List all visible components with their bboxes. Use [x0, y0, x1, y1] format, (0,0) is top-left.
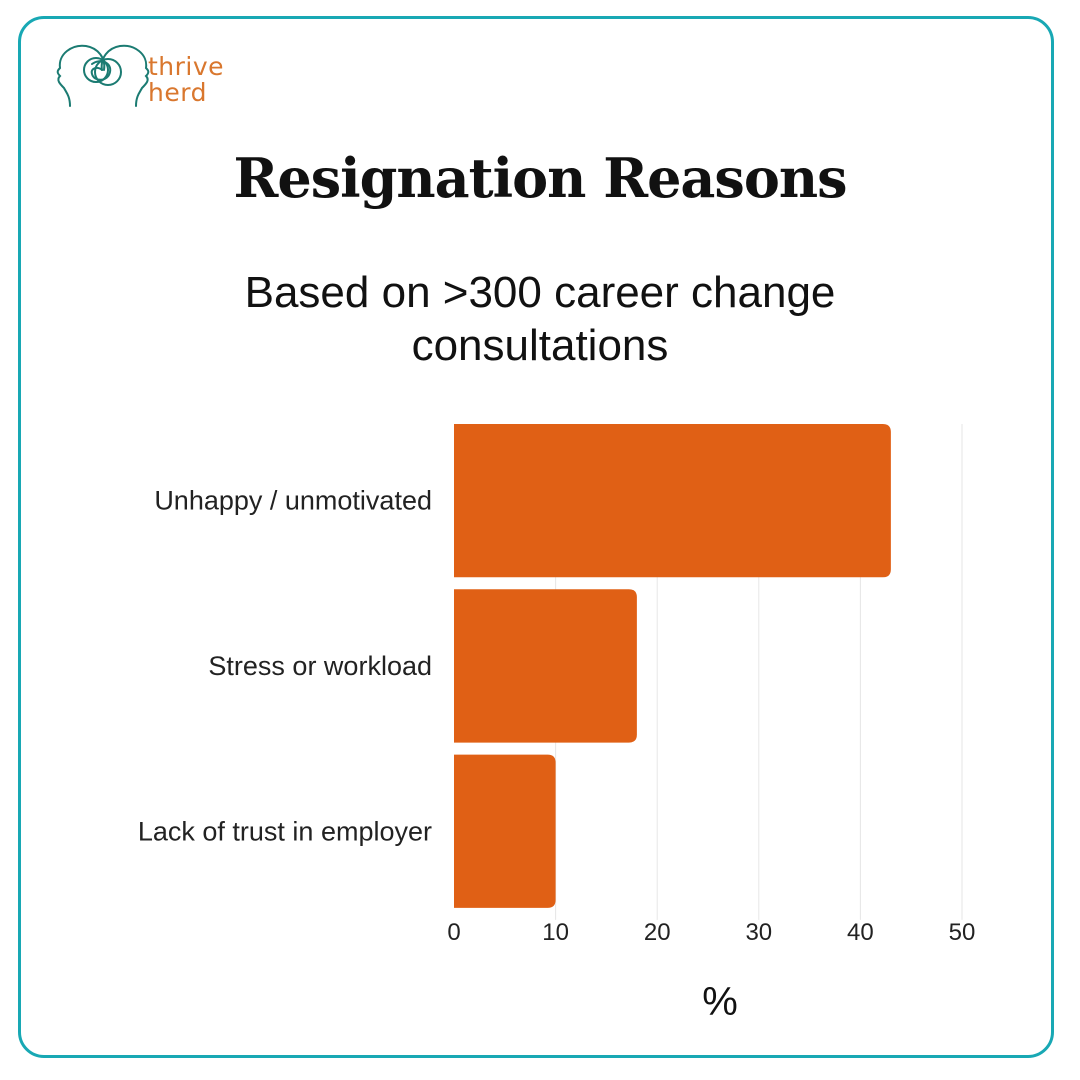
category-label: Unhappy / unmotivated	[154, 486, 432, 516]
bar	[454, 589, 637, 743]
x-tick-label: 10	[542, 919, 569, 946]
thrive-herd-logo-icon	[56, 44, 150, 107]
x-tick-label: 20	[644, 919, 671, 946]
brand-line-herd: herd	[148, 78, 207, 107]
brand-wordmark: thrive herd	[148, 54, 224, 106]
bar	[454, 424, 891, 578]
x-tick-label: 0	[447, 919, 460, 946]
x-tick-label: 50	[949, 919, 976, 946]
x-tick-label: 30	[745, 919, 772, 946]
bar	[454, 754, 556, 908]
x-axis-title: %	[702, 980, 738, 1024]
category-label: Stress or workload	[208, 651, 432, 681]
category-label: Lack of trust in employer	[138, 816, 432, 846]
chart-title: Resignation Reasons	[233, 146, 848, 210]
card-frame	[18, 16, 1054, 1058]
brand-line-thrive: thrive	[148, 52, 225, 81]
x-tick-label: 40	[847, 919, 874, 946]
chart-subtitle: Based on >300 career change consultation…	[244, 268, 836, 370]
